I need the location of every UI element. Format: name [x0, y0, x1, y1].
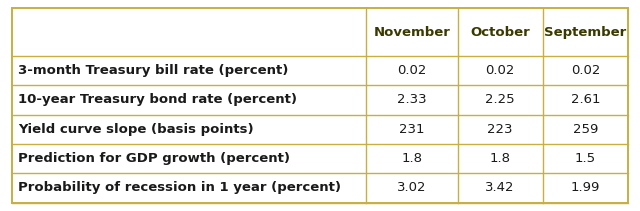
Text: October: October: [470, 26, 530, 39]
Text: 0.02: 0.02: [397, 64, 427, 77]
Text: November: November: [374, 26, 451, 39]
Text: 2.61: 2.61: [571, 93, 600, 107]
Text: 1.5: 1.5: [575, 152, 596, 165]
Text: Yield curve slope (basis points): Yield curve slope (basis points): [18, 123, 253, 136]
Text: 1.8: 1.8: [401, 152, 422, 165]
Text: 259: 259: [573, 123, 598, 136]
Text: 231: 231: [399, 123, 425, 136]
Text: Probability of recession in 1 year (percent): Probability of recession in 1 year (perc…: [18, 181, 341, 194]
Text: September: September: [545, 26, 627, 39]
Text: 0.02: 0.02: [486, 64, 515, 77]
Text: 10-year Treasury bond rate (percent): 10-year Treasury bond rate (percent): [18, 93, 297, 107]
Text: 3-month Treasury bill rate (percent): 3-month Treasury bill rate (percent): [18, 64, 288, 77]
Text: 1.99: 1.99: [571, 181, 600, 194]
Text: 223: 223: [488, 123, 513, 136]
Text: 0.02: 0.02: [571, 64, 600, 77]
Text: 2.33: 2.33: [397, 93, 427, 107]
Text: Prediction for GDP growth (percent): Prediction for GDP growth (percent): [18, 152, 290, 165]
Text: 1.8: 1.8: [490, 152, 511, 165]
Text: 2.25: 2.25: [485, 93, 515, 107]
Text: 3.02: 3.02: [397, 181, 427, 194]
Text: 3.42: 3.42: [485, 181, 515, 194]
